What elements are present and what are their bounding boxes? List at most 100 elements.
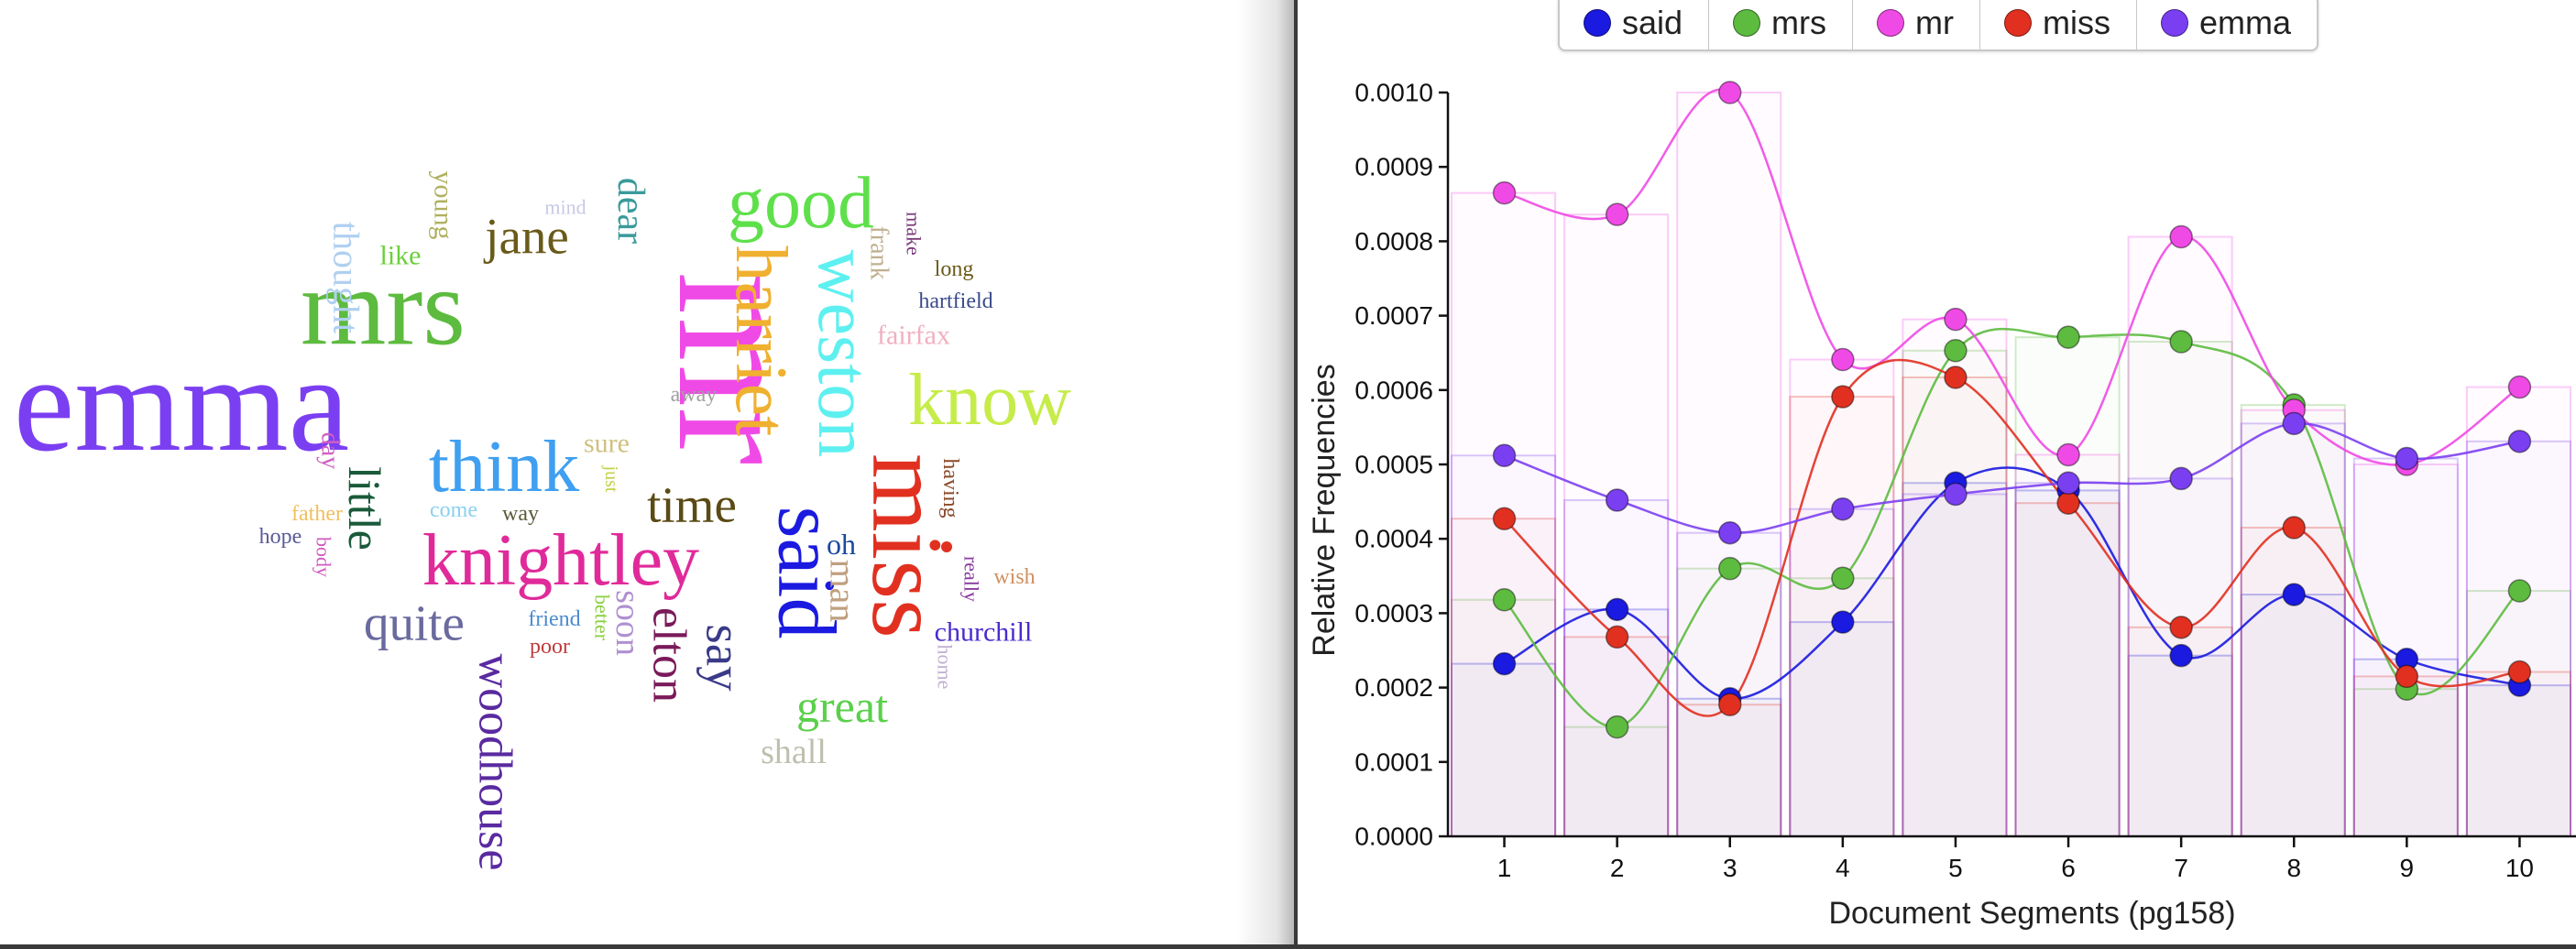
point-miss-3[interactable] — [1718, 693, 1742, 717]
point-emma-5[interactable] — [1944, 482, 1968, 507]
point-mrs-10[interactable] — [2507, 579, 2532, 603]
point-mr-7[interactable] — [2169, 224, 2193, 249]
cloud-word-young[interactable]: young — [429, 171, 459, 240]
cloud-word-away[interactable]: away — [671, 383, 718, 407]
cloud-word-little[interactable]: little — [339, 466, 390, 551]
cloud-word-wish[interactable]: wish — [993, 565, 1035, 589]
point-miss-8[interactable] — [2282, 516, 2306, 540]
point-miss-7[interactable] — [2169, 616, 2193, 639]
cloud-word-soon[interactable]: soon — [608, 590, 647, 656]
x-tick-label: 7 — [2174, 854, 2188, 882]
point-miss-2[interactable] — [1605, 625, 1629, 649]
cloud-word-shall[interactable]: shall — [761, 733, 827, 771]
cloud-word-just[interactable]: just — [601, 465, 621, 493]
point-emma-1[interactable] — [1492, 443, 1517, 468]
cloud-word-elton[interactable]: elton — [643, 607, 696, 703]
point-mr-6[interactable] — [2056, 442, 2080, 467]
cloud-word-churchill[interactable]: churchill — [935, 617, 1033, 648]
point-mr-4[interactable] — [1831, 347, 1855, 372]
legend-item-emma[interactable]: emma — [2137, 0, 2317, 49]
point-miss-9[interactable] — [2395, 664, 2419, 689]
cloud-word-quite[interactable]: quite — [364, 595, 465, 651]
y-tick-label: 0.0001 — [1354, 747, 1433, 776]
cloud-word-knightley[interactable]: knightley — [422, 520, 699, 601]
point-miss-4[interactable] — [1831, 385, 1855, 409]
cloud-word-mr[interactable]: mr — [641, 271, 834, 464]
cloud-word-long[interactable]: long — [935, 257, 974, 281]
cloud-word-woodhouse[interactable]: woodhouse — [469, 654, 521, 871]
point-said-4[interactable] — [1831, 610, 1855, 634]
cloud-word-sure[interactable]: sure — [584, 429, 630, 459]
legend-item-mr[interactable]: mr — [1853, 0, 1981, 49]
legend-item-mrs[interactable]: mrs — [1709, 0, 1854, 49]
cloud-word-having[interactable]: having — [938, 458, 962, 518]
cloud-word-man[interactable]: man — [823, 560, 864, 623]
cloud-word-good[interactable]: good — [728, 163, 874, 244]
point-mr-1[interactable] — [1492, 180, 1517, 205]
point-emma-10[interactable] — [2507, 430, 2532, 453]
cloud-word-like[interactable]: like — [380, 241, 422, 271]
point-emma-6[interactable] — [2056, 471, 2080, 496]
cloud-word-way[interactable]: way — [502, 502, 539, 526]
point-mrs-4[interactable] — [1831, 566, 1855, 590]
point-miss-5[interactable] — [1944, 365, 1968, 389]
cloud-word-hope[interactable]: hope — [259, 525, 302, 549]
cloud-word-frank[interactable]: frank — [865, 225, 893, 279]
trends-chart-panel: 0.0000 0.0001 0.0002 0.0003 0.0004 0.0005 0.00… — [1298, 0, 2576, 949]
point-mrs-5[interactable] — [1944, 339, 1968, 363]
cloud-word-poor[interactable]: poor — [530, 635, 570, 659]
cloud-word-think[interactable]: think — [429, 427, 579, 507]
cloud-word-emma[interactable]: emma — [14, 328, 350, 480]
cloud-word-mrs[interactable]: mrs — [301, 246, 466, 368]
cloud-word-fairfax[interactable]: fairfax — [877, 321, 950, 351]
point-said-8[interactable] — [2282, 583, 2306, 606]
cloud-word-weston[interactable]: weston — [803, 250, 883, 458]
point-emma-3[interactable] — [1718, 520, 1742, 545]
point-said-7[interactable] — [2169, 643, 2193, 668]
point-said-2[interactable] — [1605, 597, 1629, 622]
cloud-word-harriet[interactable]: harriet — [720, 245, 801, 437]
legend-item-said[interactable]: said — [1560, 0, 1710, 49]
cloud-word-day[interactable]: day — [316, 432, 345, 469]
point-mrs-6[interactable] — [2056, 325, 2080, 349]
point-emma-9[interactable] — [2395, 446, 2419, 471]
panel-shadow — [1237, 0, 1294, 949]
point-emma-7[interactable] — [2169, 466, 2193, 491]
cloud-word-friend[interactable]: friend — [528, 607, 580, 631]
legend-item-miss[interactable]: miss — [1980, 0, 2138, 49]
cloud-word-mind[interactable]: mind — [544, 196, 586, 219]
cloud-word-jane[interactable]: jane — [483, 209, 569, 265]
point-mrs-7[interactable] — [2169, 330, 2193, 354]
point-mrs-3[interactable] — [1718, 556, 1742, 581]
cloud-word-better[interactable]: better — [591, 594, 614, 641]
cloud-word-dear[interactable]: dear — [609, 178, 652, 244]
point-mr-10[interactable] — [2507, 375, 2532, 399]
point-miss-6[interactable] — [2056, 491, 2080, 515]
point-miss-1[interactable] — [1492, 507, 1517, 531]
cloud-word-great[interactable]: great — [796, 681, 888, 732]
cloud-word-time[interactable]: time — [647, 477, 737, 533]
cloud-word-said[interactable]: said — [762, 507, 852, 639]
point-said-1[interactable] — [1492, 651, 1517, 676]
cloud-word-come[interactable]: come — [430, 498, 477, 522]
cloud-word-body[interactable]: body — [312, 537, 335, 577]
cloud-word-thought[interactable]: thought — [326, 222, 367, 333]
cloud-word-really[interactable]: really — [960, 556, 983, 602]
cloud-word-oh[interactable]: oh — [827, 528, 856, 561]
cloud-word-father[interactable]: father — [291, 502, 343, 526]
cloud-word-make[interactable]: make — [903, 212, 926, 256]
point-mrs-2[interactable] — [1605, 714, 1629, 739]
cloud-word-know[interactable]: know — [908, 360, 1071, 441]
point-emma-2[interactable] — [1605, 488, 1629, 512]
point-miss-10[interactable] — [2507, 660, 2532, 684]
point-mr-3[interactable] — [1718, 81, 1742, 104]
cloud-word-say[interactable]: say — [696, 624, 752, 692]
cloud-word-hartfield[interactable]: hartfield — [918, 289, 992, 313]
point-mr-2[interactable] — [1605, 202, 1629, 226]
cloud-word-home[interactable]: home — [934, 645, 957, 690]
point-emma-4[interactable] — [1831, 496, 1855, 521]
y-tick-label: 0.0006 — [1354, 376, 1433, 404]
point-mrs-1[interactable] — [1492, 588, 1517, 612]
point-mr-5[interactable] — [1944, 307, 1968, 332]
point-emma-8[interactable] — [2282, 411, 2306, 436]
